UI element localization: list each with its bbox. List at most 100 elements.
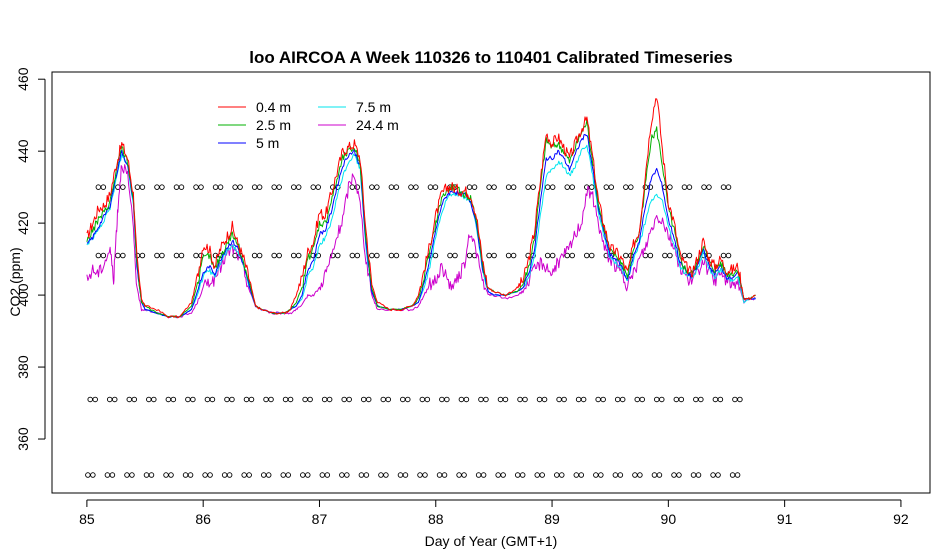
- legend-label: 0.4 m: [256, 99, 291, 115]
- flag-point: [500, 472, 506, 478]
- x-tick-label: 87: [312, 511, 328, 527]
- flag-point: [725, 252, 732, 259]
- flag-point: [393, 184, 400, 190]
- flag-point: [111, 396, 118, 403]
- flag-point: [229, 396, 235, 403]
- flag-point: [461, 472, 467, 478]
- flag-point: [734, 472, 741, 478]
- flag-point: [491, 184, 497, 190]
- flag-point: [639, 396, 645, 403]
- flag-point: [480, 472, 487, 478]
- flag-point: [424, 396, 431, 403]
- legend-label: 5 m: [256, 135, 279, 151]
- flag-point: [385, 396, 392, 403]
- flag-point: [100, 252, 107, 259]
- flag-point: [209, 396, 216, 403]
- flag-point: [198, 184, 204, 190]
- flag-point: [268, 396, 274, 403]
- flag-point: [578, 472, 585, 478]
- flag-point: [207, 472, 213, 478]
- flag-point: [393, 252, 400, 259]
- flag-point: [170, 396, 177, 403]
- flag-point: [413, 252, 419, 259]
- flag-point: [285, 472, 291, 478]
- x-axis-label: Day of Year (GMT+1): [425, 533, 558, 549]
- flag-point: [109, 472, 116, 478]
- flag-point: [667, 184, 673, 190]
- flag-point: [725, 184, 732, 190]
- flag-point: [522, 396, 528, 403]
- flag-point: [100, 184, 107, 190]
- legend-label: 2.5 m: [256, 117, 291, 133]
- x-tick-label: 86: [195, 511, 211, 527]
- flag-point: [307, 396, 313, 403]
- flag-point: [617, 472, 624, 478]
- flag-point: [580, 396, 587, 403]
- flag-point: [422, 472, 428, 478]
- legend: 0.4 m 2.5 m 5 m 7.5 m 24.4 m: [218, 99, 399, 151]
- flag-point: [90, 472, 96, 478]
- x-tick-label: 90: [661, 511, 677, 527]
- flag-point: [374, 184, 380, 190]
- x-tick-label: 85: [79, 511, 95, 527]
- flag-point: [305, 472, 311, 478]
- flag-point: [483, 396, 489, 403]
- flag-point: [120, 184, 126, 190]
- flag-point: [695, 472, 702, 478]
- flag-point: [131, 396, 138, 403]
- plot-frame: [51, 71, 931, 494]
- flag-point: [444, 396, 450, 403]
- legend-label: 24.4 m: [356, 117, 399, 133]
- x-tick-label: 91: [777, 511, 793, 527]
- flag-point: [295, 252, 302, 259]
- flag-point: [491, 252, 497, 259]
- flag-point: [676, 472, 682, 478]
- flag-point: [678, 396, 685, 403]
- flag-point: [365, 396, 372, 403]
- flag-point: [539, 472, 545, 478]
- flag-point: [383, 472, 389, 478]
- flag-point: [686, 184, 693, 190]
- flag-point: [569, 184, 575, 190]
- flag-point: [363, 472, 370, 478]
- flag-point: [549, 252, 556, 259]
- flag-point: [335, 252, 341, 259]
- x-tick-label: 92: [893, 511, 909, 527]
- flag-point: [129, 472, 135, 478]
- series-line-24-4-m: [86, 164, 756, 319]
- flag-point: [686, 252, 693, 259]
- y-axis-label: CO2 (ppm): [7, 247, 23, 316]
- flag-point: [287, 396, 294, 403]
- flag-point: [608, 184, 615, 190]
- flag-point: [402, 472, 409, 478]
- flag-point: [737, 396, 743, 403]
- flag-point: [346, 396, 352, 403]
- flag-point: [159, 184, 165, 190]
- flag-point: [647, 184, 654, 190]
- flag-point: [600, 396, 606, 403]
- flag-point: [248, 396, 255, 403]
- flag-point: [324, 472, 331, 478]
- y-tick-label: 420: [15, 211, 31, 235]
- series-line-2-5-m: [86, 119, 756, 318]
- flag-point: [619, 396, 626, 403]
- flag-point: [471, 184, 478, 190]
- flag-point: [246, 472, 252, 478]
- flag-point: [510, 184, 517, 190]
- flag-point: [151, 396, 157, 403]
- flag-point: [541, 396, 548, 403]
- flag-point: [405, 396, 411, 403]
- flag-point: [178, 252, 185, 259]
- flag-point: [441, 472, 448, 478]
- flag-point: [463, 396, 470, 403]
- flag-point: [637, 472, 643, 478]
- flag-point: [276, 184, 282, 190]
- chart-title: loo AIRCOA A Week 110326 to 110401 Calib…: [249, 48, 732, 67]
- flag-point: [519, 472, 526, 478]
- flag-point: [659, 396, 665, 403]
- series-line-0-4-m: [86, 98, 756, 319]
- y-tick-label: 400: [15, 283, 31, 307]
- flag-point: [92, 396, 98, 403]
